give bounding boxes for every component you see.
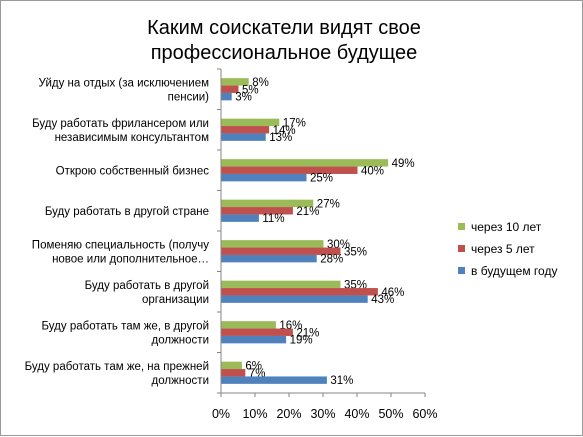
data-label: 25%	[310, 173, 333, 185]
bar	[221, 247, 341, 255]
category-label: Открою собственный бизнес	[56, 165, 210, 177]
bar	[221, 376, 327, 384]
legend-label: в будущем году	[471, 264, 557, 278]
category-label: пенсии)	[168, 91, 210, 103]
data-label: 46%	[381, 287, 404, 299]
chart-title-line-2: профессиональное будущее	[151, 42, 418, 64]
data-label: 21%	[296, 206, 319, 218]
data-label: 40%	[361, 165, 384, 177]
bar	[221, 369, 246, 377]
bar	[221, 254, 317, 263]
legend-swatch	[458, 223, 465, 230]
category-label: Буду работать там же, на прежней	[25, 361, 209, 373]
bar	[221, 288, 378, 296]
category-label: Буду работать в другой	[85, 280, 209, 292]
data-label: 3%	[235, 92, 252, 104]
chart-title-line-1: Каким соискатели видят свое	[147, 17, 421, 39]
category-label: организации	[142, 294, 209, 306]
bar	[221, 173, 307, 182]
category-label: независимым консультантом	[55, 132, 210, 144]
data-label: 27%	[317, 198, 340, 210]
bar	[221, 126, 270, 134]
category-label: Поменяю специальность (получу	[32, 239, 209, 251]
bar	[221, 335, 287, 344]
x-tick-label: 50%	[378, 407, 403, 421]
data-label: 17%	[283, 117, 306, 129]
bar	[221, 361, 242, 370]
category-label: Буду работать там же, в другой	[42, 320, 209, 332]
bar	[221, 133, 266, 141]
category-label: должности	[152, 334, 209, 346]
bar	[221, 207, 293, 215]
data-label: 5%	[242, 84, 259, 96]
bar	[221, 92, 232, 101]
bar	[221, 214, 259, 222]
bar	[221, 166, 358, 174]
x-tick-label: 60%	[412, 407, 437, 421]
data-label: 14%	[273, 125, 296, 137]
category-label: новое или дополнительное…	[52, 253, 209, 265]
legend-label: через 5 лет	[471, 242, 535, 256]
legend-swatch	[458, 245, 465, 252]
category-label: должности	[152, 375, 209, 387]
bar	[221, 328, 293, 336]
data-label: 35%	[344, 246, 367, 258]
bar	[221, 240, 324, 248]
data-label: 43%	[371, 294, 394, 306]
data-label: 31%	[330, 375, 353, 387]
bar	[221, 85, 239, 93]
x-tick-label: 20%	[276, 407, 301, 421]
data-label: 8%	[252, 77, 269, 89]
bar	[221, 159, 389, 167]
category-label: Буду работать фрилансером или	[32, 118, 209, 130]
bar	[221, 199, 314, 208]
x-tick-label: 40%	[344, 407, 369, 421]
plot-area: 0% 10% 20% 30% 40% 50% 60% 8%5%3% Уйду на отдых …	[25, 68, 438, 421]
legend-label: через 10 лет	[471, 220, 542, 234]
bar	[221, 280, 341, 289]
category-label: Буду работать в другой стране	[45, 206, 209, 218]
data-label: 6%	[245, 360, 262, 372]
data-label: 49%	[392, 158, 415, 170]
data-label: 11%	[262, 213, 284, 225]
bar	[221, 118, 280, 127]
data-label: 21%	[296, 327, 319, 339]
bar	[221, 78, 249, 86]
x-tick-label: 0%	[212, 407, 230, 421]
bar	[221, 295, 368, 303]
data-label: 19%	[290, 335, 313, 347]
data-label: 13%	[269, 132, 292, 144]
data-label: 28%	[320, 254, 343, 266]
category-label: Уйду на отдых (за исключением	[39, 77, 210, 89]
bar	[221, 321, 276, 329]
x-tick-label: 10%	[242, 407, 267, 421]
x-tick-label: 30%	[310, 407, 335, 421]
legend: через 10 лет через 5 лет в будущем году	[458, 220, 557, 278]
legend-swatch	[458, 267, 465, 274]
